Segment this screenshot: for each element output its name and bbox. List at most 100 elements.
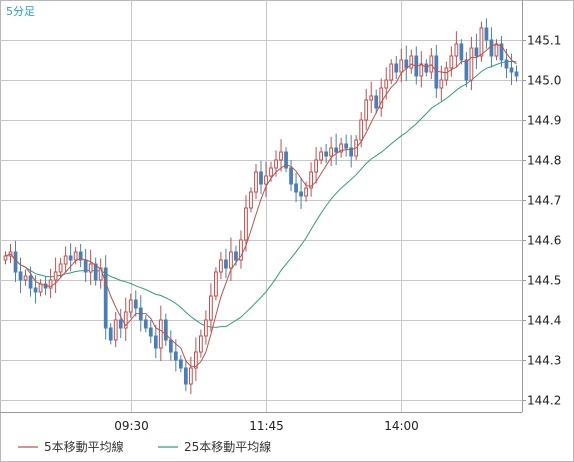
candle-body-up	[369, 95, 374, 101]
candle-body-up	[379, 87, 384, 109]
candle-body-up	[38, 283, 43, 293]
candle-body-up	[399, 59, 404, 73]
candle-body-down	[324, 151, 329, 157]
candle-body-down	[153, 335, 158, 349]
candle-body-up	[3, 255, 8, 261]
candle-body-up	[239, 239, 243, 261]
candle	[158, 305, 163, 361]
candle	[259, 160, 263, 195]
candle	[239, 230, 243, 269]
candle-body-up	[128, 299, 133, 313]
candle-body-up	[314, 159, 318, 173]
candle	[123, 297, 128, 341]
candle	[509, 53, 514, 85]
candle	[324, 144, 329, 164]
candle-body-up	[229, 251, 233, 269]
candle	[339, 137, 344, 158]
candle	[459, 39, 464, 65]
candle	[178, 355, 183, 373]
candle-body-down	[349, 147, 354, 157]
candle	[214, 267, 218, 301]
candle-body-up	[479, 27, 484, 57]
candle-body-up	[309, 171, 313, 189]
candle-body-down	[18, 271, 23, 281]
candle	[309, 162, 313, 197]
candle-body-up	[209, 295, 213, 321]
ma5-series	[5, 44, 517, 367]
candle-body-down	[404, 59, 409, 69]
candle-body-down	[78, 251, 83, 261]
candle	[249, 187, 253, 213]
candle	[244, 195, 248, 252]
candle	[48, 268, 53, 299]
candle-body-up	[329, 147, 334, 157]
candle	[153, 324, 158, 359]
candle-body-down	[83, 259, 88, 273]
candle-body-up	[264, 175, 268, 185]
candle	[53, 257, 58, 293]
candle	[444, 61, 449, 86]
candle-body-up	[113, 319, 118, 341]
candle	[168, 330, 173, 361]
candle-body-down	[394, 63, 399, 73]
candle-body-up	[384, 79, 389, 89]
candle-body-down	[334, 147, 339, 153]
candle	[494, 39, 499, 61]
candle-body-down	[374, 95, 379, 109]
candle-body-up	[73, 251, 78, 261]
candle-body-down	[464, 59, 469, 81]
x-tick-label: 14:00	[384, 419, 419, 433]
y-tick-label: 144.5	[527, 274, 561, 288]
candle-body-up	[123, 311, 128, 329]
y-tick-label: 145.0	[527, 74, 561, 88]
candle	[404, 45, 409, 81]
legend-ma25-label: 25本移動平均線	[184, 439, 271, 454]
candle	[133, 290, 138, 317]
candle	[499, 36, 504, 68]
candle-body-up	[244, 207, 248, 241]
candle-body-down	[118, 319, 123, 329]
candle	[128, 293, 133, 318]
y-tick-label: 145.1	[527, 34, 561, 48]
candle-body-up	[359, 119, 364, 141]
candle	[294, 172, 298, 203]
candle	[204, 310, 208, 345]
candle	[364, 88, 369, 131]
candle-body-up	[409, 55, 414, 69]
candle-body-down	[93, 263, 98, 281]
candle-body-up	[158, 319, 163, 349]
candle-body-down	[474, 47, 479, 57]
candle-body-up	[219, 259, 223, 273]
candle-body-down	[514, 71, 519, 77]
candle	[183, 360, 188, 392]
candle-body-down	[13, 251, 18, 273]
candle	[449, 46, 454, 77]
candle	[394, 56, 399, 80]
candle	[279, 139, 283, 172]
candle-body-up	[304, 187, 308, 197]
candle-body-up	[279, 151, 283, 161]
candle	[224, 248, 228, 279]
candle	[163, 313, 168, 346]
y-tick-label: 144.3	[527, 354, 561, 368]
candle-body-up	[419, 63, 424, 77]
candle-body-down	[234, 251, 238, 261]
x-tick-label: 09:30	[114, 419, 149, 433]
candle-body-down	[224, 259, 228, 269]
candle	[63, 246, 68, 273]
candle	[98, 258, 103, 289]
candle-body-down	[148, 327, 153, 337]
candle-body-up	[254, 171, 258, 193]
candle-body-up	[319, 151, 323, 161]
y-tick-label: 144.7	[527, 194, 561, 208]
candle	[23, 269, 28, 286]
candle-body-up	[204, 319, 208, 337]
candle	[58, 257, 63, 278]
candle-body-down	[33, 287, 38, 293]
x-axis-ticks: 09:30 11:45 14:00	[114, 419, 419, 433]
candle-body-up	[53, 271, 58, 281]
y-tick-label: 144.4	[527, 314, 561, 328]
candle-body-down	[344, 143, 349, 149]
timeframe-label: 5分足	[6, 5, 35, 18]
candle-body-down	[489, 39, 494, 57]
